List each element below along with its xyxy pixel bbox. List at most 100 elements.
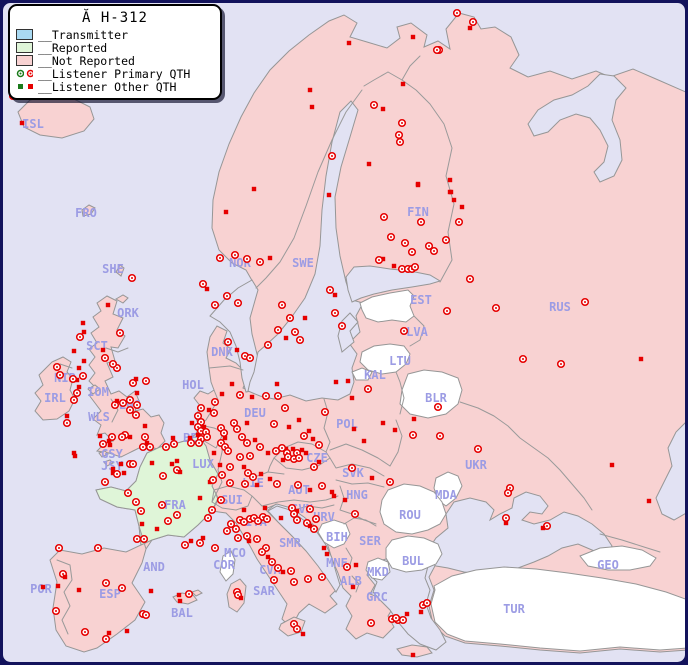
listener-primary-marker[interactable] — [289, 577, 299, 587]
listener-primary-marker[interactable] — [503, 488, 513, 498]
listener-other-marker[interactable] — [380, 420, 386, 426]
listener-primary-marker[interactable] — [255, 442, 265, 452]
listener-primary-marker[interactable] — [311, 514, 321, 524]
listener-other-marker[interactable] — [258, 471, 264, 477]
listener-primary-marker[interactable] — [452, 8, 462, 18]
listener-primary-marker[interactable] — [292, 624, 302, 634]
listener-primary-marker[interactable] — [299, 431, 309, 441]
listener-primary-marker[interactable] — [157, 500, 167, 510]
listener-primary-marker[interactable] — [416, 217, 426, 227]
listener-other-marker[interactable] — [241, 464, 247, 470]
listener-other-marker[interactable] — [353, 562, 359, 568]
listener-other-marker[interactable] — [302, 315, 308, 321]
listener-primary-marker[interactable] — [196, 403, 206, 413]
listener-primary-marker[interactable] — [123, 488, 133, 498]
listener-other-marker[interactable] — [144, 440, 150, 446]
listener-primary-marker[interactable] — [385, 477, 395, 487]
listener-primary-marker[interactable] — [226, 519, 236, 529]
listener-other-marker[interactable] — [267, 476, 273, 482]
listener-primary-marker[interactable] — [139, 534, 149, 544]
listener-primary-marker[interactable] — [243, 468, 253, 478]
listener-primary-marker[interactable] — [257, 547, 267, 557]
listener-other-marker[interactable] — [307, 487, 313, 493]
listener-other-marker[interactable] — [448, 189, 454, 195]
listener-primary-marker[interactable] — [101, 578, 111, 588]
listener-other-marker[interactable] — [324, 551, 330, 557]
listener-primary-marker[interactable] — [161, 442, 171, 452]
listener-primary-marker[interactable] — [422, 598, 432, 608]
listener-primary-marker[interactable] — [314, 440, 324, 450]
listener-primary-marker[interactable] — [374, 255, 384, 265]
listener-primary-marker[interactable] — [203, 513, 213, 523]
listener-primary-marker[interactable] — [125, 395, 135, 405]
listener-primary-marker[interactable] — [198, 279, 208, 289]
listener-other-marker[interactable] — [345, 378, 351, 384]
listener-other-marker[interactable] — [154, 526, 160, 532]
listener-primary-marker[interactable] — [51, 606, 61, 616]
listener-primary-marker[interactable] — [195, 538, 205, 548]
listener-primary-marker[interactable] — [255, 257, 265, 267]
listener-primary-marker[interactable] — [115, 328, 125, 338]
listener-primary-marker[interactable] — [145, 442, 155, 452]
listener-primary-marker[interactable] — [386, 232, 396, 242]
listener-primary-marker[interactable] — [108, 359, 118, 369]
listener-other-marker[interactable] — [174, 458, 180, 464]
listener-other-marker[interactable] — [246, 538, 252, 544]
listener-primary-marker[interactable] — [267, 557, 277, 567]
listener-other-marker[interactable] — [72, 453, 78, 459]
listener-other-marker[interactable] — [290, 446, 296, 452]
listener-primary-marker[interactable] — [262, 514, 272, 524]
listener-primary-marker[interactable] — [233, 533, 243, 543]
listener-primary-marker[interactable] — [277, 443, 287, 453]
listener-primary-marker[interactable] — [132, 400, 142, 410]
listener-other-marker[interactable] — [400, 81, 406, 87]
listener-other-marker[interactable] — [40, 584, 46, 590]
listener-primary-marker[interactable] — [407, 247, 417, 257]
listener-primary-marker[interactable] — [215, 253, 225, 263]
listener-other-marker[interactable] — [149, 460, 155, 466]
listener-primary-marker[interactable] — [131, 497, 141, 507]
listener-other-marker[interactable] — [200, 535, 206, 541]
listener-primary-marker[interactable] — [394, 130, 404, 140]
listener-primary-marker[interactable] — [253, 516, 263, 526]
listener-other-marker[interactable] — [646, 498, 652, 504]
listener-other-marker[interactable] — [503, 520, 509, 526]
listener-other-marker[interactable] — [329, 489, 335, 495]
listener-primary-marker[interactable] — [320, 407, 330, 417]
listener-other-marker[interactable] — [81, 358, 87, 364]
listener-other-marker[interactable] — [106, 630, 112, 636]
listener-other-marker[interactable] — [71, 450, 77, 456]
listener-other-marker[interactable] — [300, 631, 306, 637]
listener-other-marker[interactable] — [286, 424, 292, 430]
listener-primary-marker[interactable] — [80, 627, 90, 637]
listener-other-marker[interactable] — [609, 462, 615, 468]
listener-primary-marker[interactable] — [263, 340, 273, 350]
listener-other-marker[interactable] — [321, 545, 327, 551]
listener-primary-marker[interactable] — [217, 470, 227, 480]
listener-primary-marker[interactable] — [210, 300, 220, 310]
listener-other-marker[interactable] — [418, 609, 424, 615]
listener-primary-marker[interactable] — [399, 326, 409, 336]
listener-other-marker[interactable] — [306, 428, 312, 434]
listener-other-marker[interactable] — [238, 595, 244, 601]
listener-other-marker[interactable] — [110, 470, 116, 476]
listener-primary-marker[interactable] — [454, 217, 464, 227]
listener-other-marker[interactable] — [204, 286, 210, 292]
listener-primary-marker[interactable] — [138, 442, 148, 452]
listener-primary-marker[interactable] — [295, 335, 305, 345]
listener-other-marker[interactable] — [307, 523, 313, 529]
listener-primary-marker[interactable] — [222, 291, 232, 301]
listener-primary-marker[interactable] — [391, 613, 401, 623]
listener-primary-marker[interactable] — [55, 370, 65, 380]
listener-primary-marker[interactable] — [209, 408, 219, 418]
listener-other-marker[interactable] — [249, 394, 255, 400]
listener-primary-marker[interactable] — [242, 531, 252, 541]
listener-other-marker[interactable] — [283, 446, 289, 452]
listener-other-marker[interactable] — [110, 466, 116, 472]
listener-primary-marker[interactable] — [233, 590, 243, 600]
listener-other-marker[interactable] — [638, 356, 644, 362]
listener-primary-marker[interactable] — [223, 337, 233, 347]
listener-primary-marker[interactable] — [580, 297, 590, 307]
listener-other-marker[interactable] — [127, 434, 133, 440]
listener-primary-marker[interactable] — [309, 462, 319, 472]
